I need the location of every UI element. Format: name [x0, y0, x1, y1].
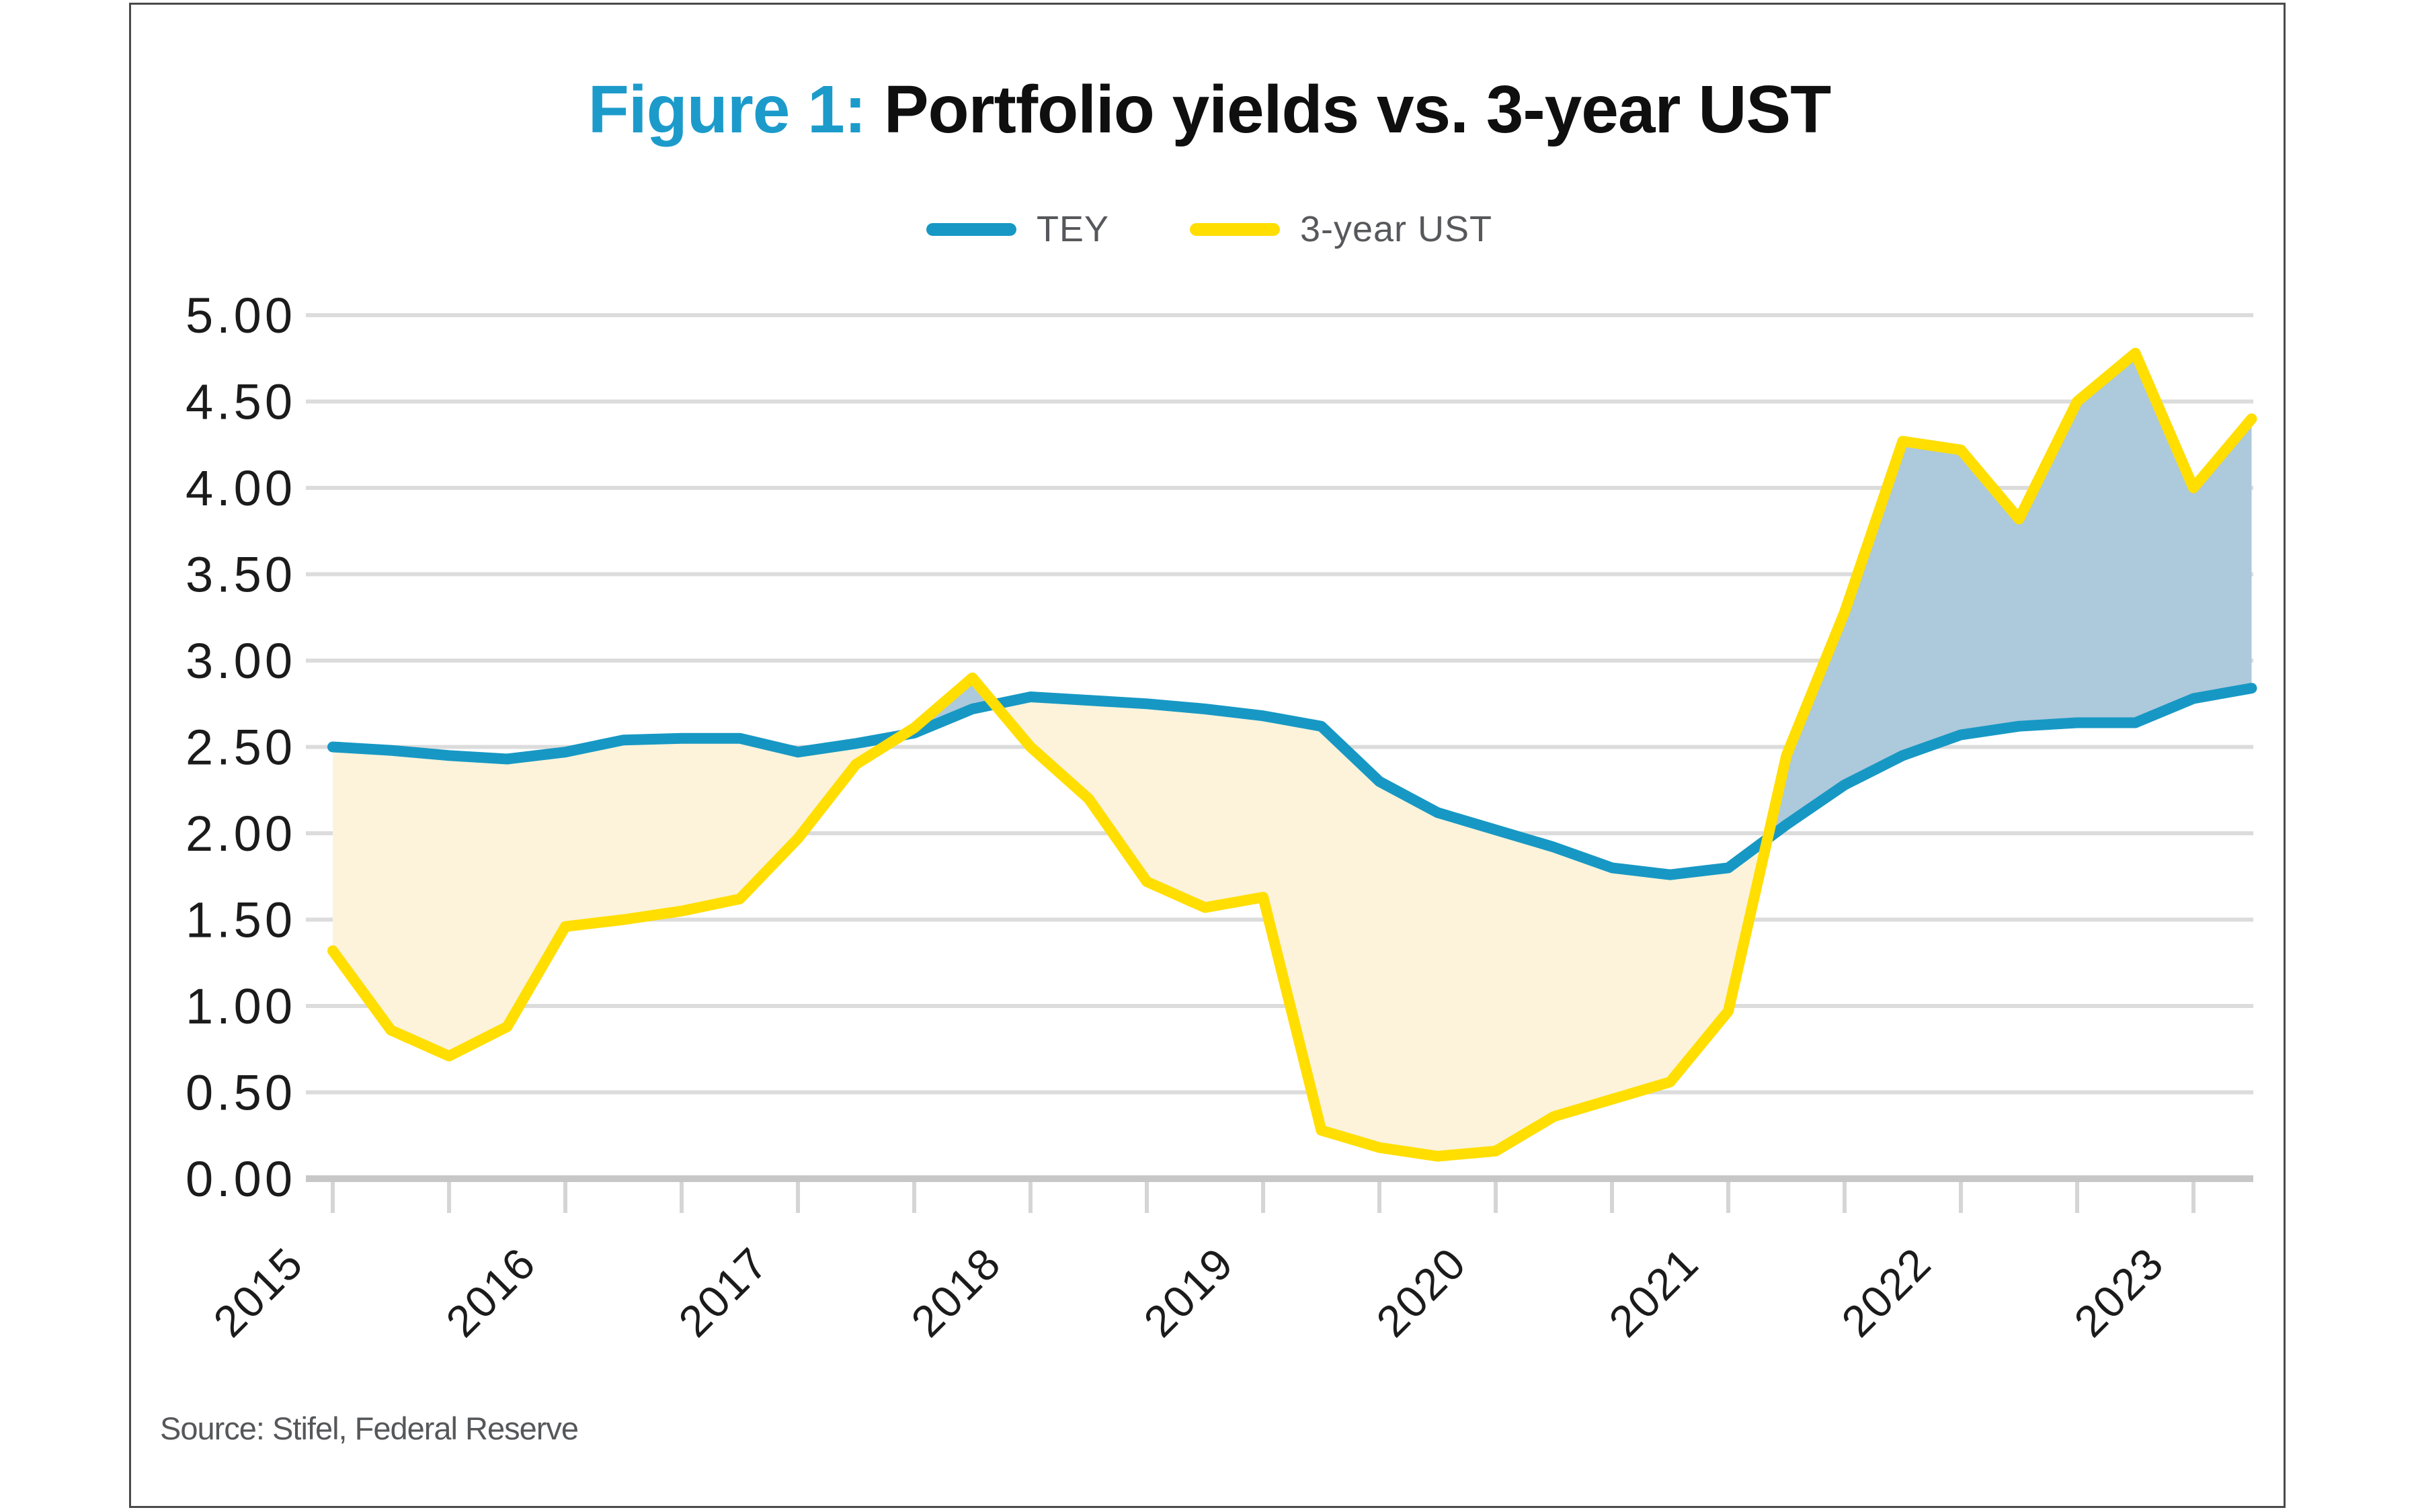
legend: TEY 3-year UST — [131, 208, 2288, 250]
y-axis-label: 1.00 — [186, 978, 296, 1034]
fill-ust-above-tey — [902, 353, 2252, 839]
legend-label: TEY — [1036, 209, 1109, 249]
x-axis-label: 2020 — [1367, 1238, 1476, 1347]
y-axis-label: 1.50 — [186, 892, 296, 948]
chart-title-text: Portfolio yields vs. 3-year UST — [883, 72, 1831, 147]
y-axis-label: 2.50 — [186, 720, 296, 775]
x-axis-label: 2016 — [436, 1238, 545, 1347]
y-axis-label: 0.00 — [186, 1151, 296, 1207]
x-axis-label: 2017 — [669, 1238, 778, 1347]
y-axis-label: 4.00 — [186, 460, 296, 516]
x-axis-label: 2021 — [1599, 1238, 1708, 1347]
legend-swatch-ust — [1189, 222, 1280, 236]
x-axis-label: 2018 — [901, 1238, 1010, 1347]
legend-item-tey: TEY — [926, 208, 1109, 250]
legend-label: 3-year UST — [1299, 209, 1493, 249]
fill-tey-above-ust — [333, 697, 1768, 1157]
tey-line — [327, 683, 2257, 880]
y-axis-label: 2.00 — [186, 806, 296, 862]
ust-line — [327, 347, 2257, 1162]
y-axis-label: 3.50 — [186, 547, 296, 603]
source-note: Source: Stifel, Federal Reserve — [160, 1411, 579, 1446]
y-axis-label: 3.00 — [186, 633, 296, 689]
legend-item-3-year-ust: 3-year UST — [1189, 208, 1493, 250]
chart-title: Figure 1: Portfolio yields vs. 3-year US… — [131, 71, 2288, 149]
y-axis-label: 4.50 — [186, 374, 296, 430]
figure-label: Figure 1: — [588, 72, 866, 147]
x-axis-label: 2023 — [2064, 1238, 2173, 1347]
x-axis-label: 2015 — [204, 1238, 313, 1347]
legend-swatch-tey — [926, 222, 1016, 236]
y-axis-label: 5.00 — [186, 288, 296, 343]
y-axis-label: 0.50 — [186, 1065, 296, 1121]
x-axis-label: 2019 — [1134, 1238, 1243, 1347]
x-axis-label: 2022 — [1832, 1238, 1941, 1347]
